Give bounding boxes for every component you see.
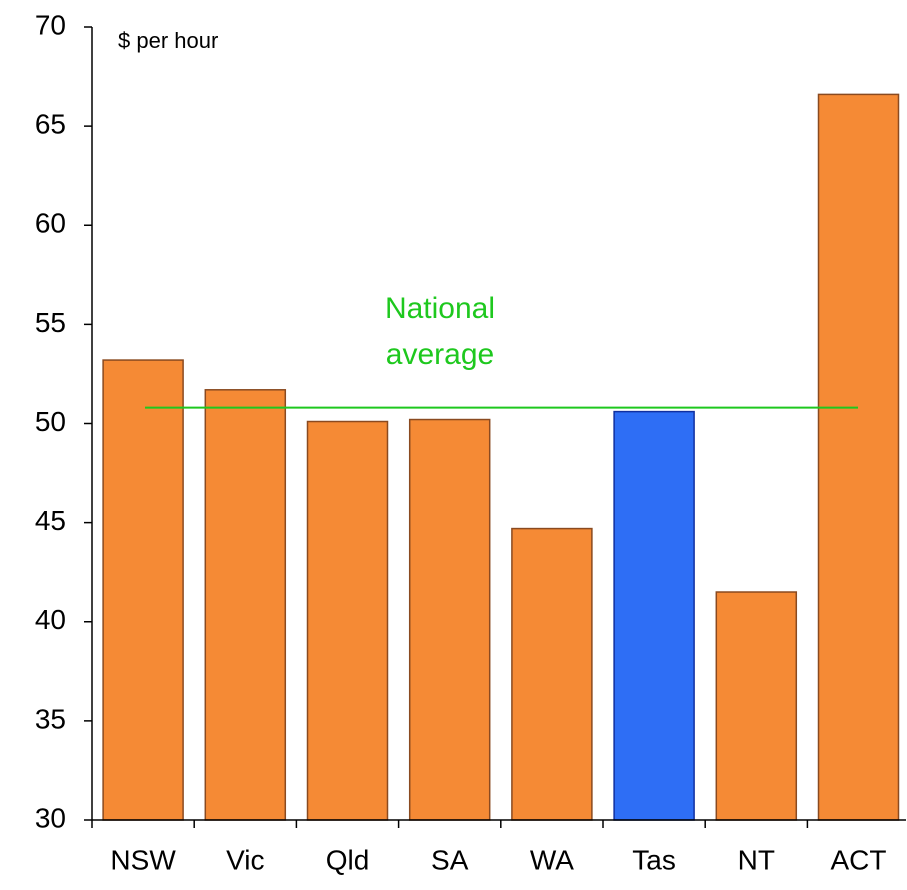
y-tick-label: 45 bbox=[35, 505, 66, 536]
bar bbox=[102, 359, 184, 821]
reference-label: National bbox=[385, 292, 495, 325]
y-tick-label: 55 bbox=[35, 307, 66, 338]
x-tick-label: WA bbox=[530, 844, 574, 875]
x-tick-label: NSW bbox=[110, 844, 176, 875]
bar bbox=[306, 420, 389, 821]
y-tick-label: 30 bbox=[35, 802, 66, 833]
bar bbox=[408, 418, 491, 821]
bar bbox=[613, 410, 695, 821]
y-tick-label: 50 bbox=[35, 406, 66, 437]
reference-label: average bbox=[386, 338, 494, 371]
x-tick-label: NT bbox=[738, 844, 775, 875]
y-tick-label: 35 bbox=[35, 703, 66, 734]
y-axis-label: $ per hour bbox=[118, 28, 218, 53]
x-tick-label: Tas bbox=[632, 844, 676, 875]
x-tick-label: ACT bbox=[831, 844, 887, 875]
y-tick-label: 40 bbox=[35, 604, 66, 635]
x-tick-label: Vic bbox=[226, 844, 264, 875]
bar bbox=[204, 389, 287, 821]
x-tick-label: Qld bbox=[326, 844, 370, 875]
y-tick-label: 65 bbox=[35, 109, 66, 140]
y-tick-label: 60 bbox=[35, 208, 66, 239]
bar bbox=[817, 93, 900, 821]
bar bbox=[511, 527, 593, 821]
x-tick-label: SA bbox=[431, 844, 469, 875]
y-tick-label: 70 bbox=[35, 9, 66, 40]
bar bbox=[715, 591, 798, 821]
